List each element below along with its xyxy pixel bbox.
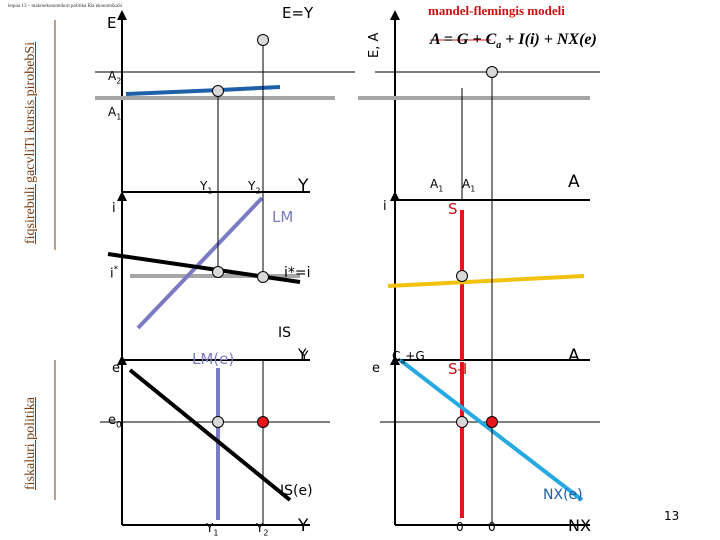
- p6-ca-label: Ca+G: [392, 349, 425, 366]
- p4-tick-a2: A1: [462, 177, 476, 194]
- p4-x-axis-label: A: [568, 172, 580, 192]
- p4-yellow-line: [387, 274, 585, 288]
- p2-equation: A = G + Ca + I(i) + NX(e): [430, 31, 597, 52]
- p3-istar-label: i*: [110, 265, 119, 282]
- panel-savings: [387, 191, 590, 361]
- p6-point-a: [456, 416, 468, 428]
- p1-tick-y1: Y1: [200, 179, 213, 196]
- p1-point-b: [212, 85, 224, 97]
- p3-bp-label: i*=i: [284, 265, 311, 281]
- p4-s-label: S: [448, 200, 458, 218]
- p3-x-axis-label: Y: [298, 347, 307, 363]
- side-label-lower: fiskaluri politika: [23, 397, 38, 490]
- p2-point-a: [486, 66, 498, 78]
- p6-nx-line: [398, 358, 584, 502]
- p5-lm-label: LM(e): [192, 350, 235, 368]
- p2-y-axis-label: E, A: [367, 32, 382, 58]
- p4-tick-a1: A1: [430, 177, 444, 194]
- p6-si-label: S-I: [448, 360, 468, 378]
- top-caption: lequia 13 – makroekonomikuri politika Ri…: [8, 4, 123, 9]
- p1-level-2: A2: [108, 69, 122, 86]
- p2-title: mandel-flemingis modeli: [428, 3, 565, 18]
- p5-tick-y2: Y2: [256, 521, 269, 538]
- page-number: 13: [664, 509, 680, 523]
- panel-is-lm: [107, 191, 310, 361]
- p5-is-line: [128, 368, 292, 502]
- p1-point-a: [257, 34, 269, 46]
- p6-x-axis-label: A: [568, 346, 580, 366]
- p4-point-a: [456, 270, 468, 282]
- p5-point-b: [257, 416, 269, 428]
- panel-nx: [380, 355, 600, 526]
- p1-line-label: E=Y: [282, 4, 314, 22]
- p6-point-b: [486, 416, 498, 428]
- p5-x-axis-label: Y: [300, 349, 309, 365]
- p5-tick-y1: Y1: [206, 521, 219, 538]
- p6-tick-0a: 0: [456, 520, 464, 534]
- p3-is-label: IS: [278, 325, 292, 341]
- p4-y-axis-label: i: [383, 199, 387, 214]
- p1-y-axis-label: E: [107, 14, 117, 32]
- p1-tick-y2: Y2: [248, 179, 261, 196]
- p5-x-axis-bottom-label: Y: [298, 516, 309, 536]
- p5-is-label: IS(e): [280, 483, 313, 499]
- p5-e0-label: e0: [108, 413, 122, 431]
- p3-point-a: [212, 266, 224, 278]
- p1-level-1: A1: [108, 105, 122, 122]
- p1-blue-line: [125, 85, 281, 96]
- p6-y-axis-label: e: [372, 361, 380, 376]
- panel-lm-e: [100, 355, 330, 526]
- p5-y-axis-label: e: [112, 361, 120, 376]
- p5-point-a: [212, 416, 224, 428]
- side-label-upper: fiqsirebuli gacvliTi kursis pirobebSi: [23, 41, 38, 244]
- p6-nx-label: NX(e): [543, 487, 583, 503]
- p6-tick-0b: 0: [488, 520, 496, 534]
- p3-y-axis-label: i: [112, 201, 116, 216]
- p3-lm-line: [136, 196, 264, 330]
- panel-keynesian-cross: [95, 10, 355, 193]
- p6-x-axis-bottom-label: NX: [568, 516, 591, 535]
- p3-point-b: [257, 271, 269, 283]
- p1-x-axis-label: Y: [298, 176, 309, 196]
- p3-lm-label: LM: [272, 208, 294, 226]
